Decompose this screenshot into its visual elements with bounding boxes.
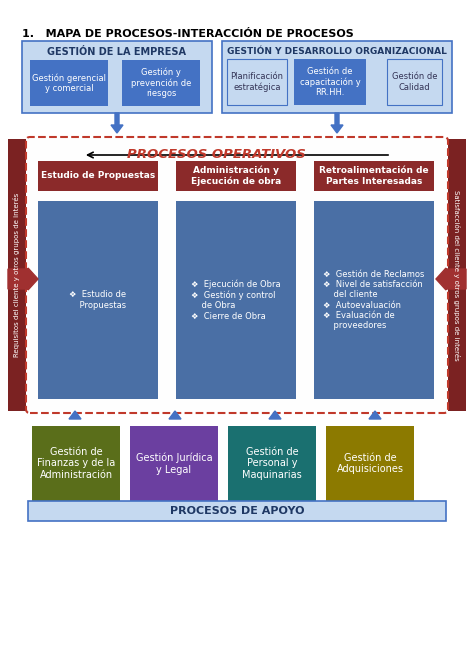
Text: Gestión de
capacitación y
RR.HH.: Gestión de capacitación y RR.HH. <box>300 67 360 97</box>
FancyArrow shape <box>69 411 81 419</box>
Text: Gestión de
Finanzas y de la
Administración: Gestión de Finanzas y de la Administraci… <box>37 447 115 480</box>
Text: 1.   MAPA DE PROCESOS-INTERACCIÓN DE PROCESOS: 1. MAPA DE PROCESOS-INTERACCIÓN DE PROCE… <box>22 29 354 39</box>
Text: PROCESOS OPERATIVOS: PROCESOS OPERATIVOS <box>127 149 305 161</box>
Text: GESTIÓN DE LA EMPRESA: GESTIÓN DE LA EMPRESA <box>47 47 186 57</box>
Bar <box>228 426 316 501</box>
Bar <box>176 201 296 399</box>
Bar <box>326 426 414 501</box>
Text: ❖  Ejecución de Obra
❖  Gestión y control
    de Obra
❖  Cierre de Obra: ❖ Ejecución de Obra ❖ Gestión y control … <box>191 280 281 320</box>
Text: Gestión Jurídica
y Legal: Gestión Jurídica y Legal <box>136 452 212 474</box>
Text: Requisitos del cliente y otros grupos de interés: Requisitos del cliente y otros grupos de… <box>13 193 20 357</box>
Bar <box>28 139 446 411</box>
Text: Satisfacción del cliente y otros grupos de interés: Satisfacción del cliente y otros grupos … <box>454 189 461 361</box>
Bar <box>38 201 158 399</box>
Bar <box>222 41 452 113</box>
Bar <box>30 60 108 106</box>
Text: PROCESOS DE APOYO: PROCESOS DE APOYO <box>170 506 304 516</box>
FancyArrow shape <box>269 411 281 419</box>
Bar <box>8 139 26 411</box>
Bar <box>130 426 218 501</box>
FancyArrow shape <box>436 268 466 290</box>
Bar <box>314 161 434 191</box>
Text: ❖  Gestión de Reclamos
❖  Nivel de satisfacción
    del cliente
❖  Autoevaluació: ❖ Gestión de Reclamos ❖ Nivel de satisfa… <box>323 270 425 330</box>
Text: Retroalimentación de
Partes Interesadas: Retroalimentación de Partes Interesadas <box>319 167 429 186</box>
Text: GESTIÓN Y DESARROLLO ORGANIZACIONAL: GESTIÓN Y DESARROLLO ORGANIZACIONAL <box>227 47 447 56</box>
Text: ❖  Estudio de
    Propuestas: ❖ Estudio de Propuestas <box>69 290 127 310</box>
Bar <box>32 426 120 501</box>
Bar <box>28 501 446 521</box>
Bar <box>294 59 366 105</box>
FancyArrow shape <box>111 113 123 133</box>
FancyArrow shape <box>169 411 181 419</box>
Bar <box>387 59 442 105</box>
Text: Estudio de Propuestas: Estudio de Propuestas <box>41 171 155 181</box>
Text: Planificación
estratégica: Planificación estratégica <box>230 72 283 92</box>
FancyArrow shape <box>8 268 38 290</box>
Text: Gestión de
Calidad: Gestión de Calidad <box>392 72 437 92</box>
FancyArrow shape <box>331 113 343 133</box>
Text: Administración y
Ejecución de obra: Administración y Ejecución de obra <box>191 166 281 186</box>
Bar <box>227 59 287 105</box>
Text: Gestión de
Personal y
Maquinarias: Gestión de Personal y Maquinarias <box>242 447 302 480</box>
Bar <box>122 60 200 106</box>
Bar <box>38 161 158 191</box>
Text: Gestión y
prevención de
riesgos: Gestión y prevención de riesgos <box>131 68 191 98</box>
Bar <box>176 161 296 191</box>
Text: Gestión de
Adquisiciones: Gestión de Adquisiciones <box>337 453 403 474</box>
Bar <box>448 139 466 411</box>
Bar <box>22 41 212 113</box>
FancyArrow shape <box>369 411 381 419</box>
Bar <box>314 201 434 399</box>
Text: Gestión gerencial
y comercial: Gestión gerencial y comercial <box>32 73 106 93</box>
